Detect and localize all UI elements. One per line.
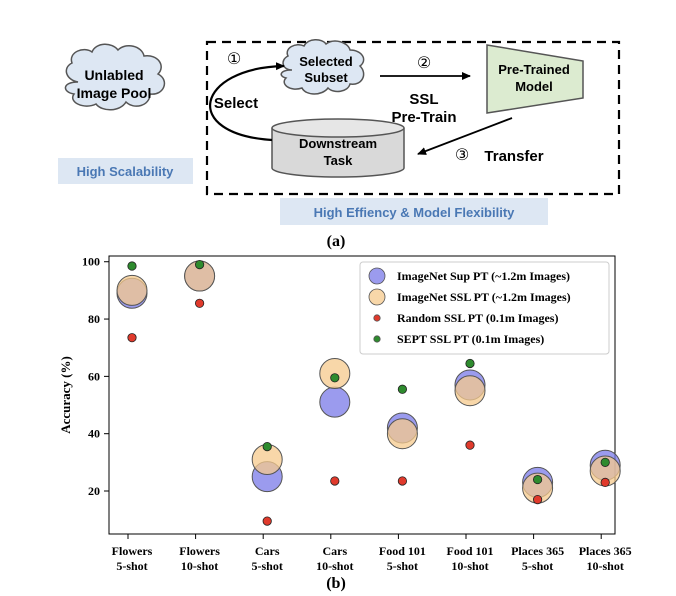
y-axis-label: Accuracy (%) xyxy=(58,356,73,434)
x-axis: Flowers5-shotFlowers10-shotCars5-shotCar… xyxy=(112,534,632,573)
scalability-tag-label: High Scalability xyxy=(77,164,175,179)
subset-label-line1: Selected xyxy=(299,54,353,69)
y-tick-label: 40 xyxy=(88,427,100,441)
series-1-point xyxy=(454,375,486,407)
series-3-point xyxy=(532,474,543,485)
x-tick-label: 10-shot xyxy=(587,559,624,573)
series-2-point xyxy=(330,476,340,486)
y-tick-label: 20 xyxy=(88,484,100,498)
x-tick-label: Flowers xyxy=(112,544,153,558)
y-axis: 20 40 60 80 100 xyxy=(82,255,109,498)
x-tick-label: 5-shot xyxy=(522,559,553,573)
series-2-point xyxy=(397,476,407,486)
legend-box xyxy=(359,261,610,355)
model-label-line2: Model xyxy=(515,79,553,94)
x-tick-label: Cars xyxy=(255,544,280,558)
caption-a: (a) xyxy=(327,233,346,250)
legend-marker xyxy=(368,288,386,306)
step3-marker: ③ xyxy=(455,145,469,164)
legend-label: Random SSL PT (0.1m Images) xyxy=(397,311,558,325)
x-tick-label: 10-shot xyxy=(451,559,488,573)
image-pool-cloud-icon xyxy=(64,43,166,111)
y-tick-label: 60 xyxy=(88,369,100,383)
step2-marker: ② xyxy=(417,53,431,72)
efficiency-tag-label: High Effiency & Model Flexibility xyxy=(314,205,516,220)
series-3-point xyxy=(127,261,137,271)
downstream-task-cylinder-icon xyxy=(271,118,405,178)
series-3-point xyxy=(330,373,340,383)
series-2-point xyxy=(465,440,475,450)
pipeline-diagram: Unlabled Image Pool High Scalability Sel… xyxy=(58,39,621,250)
efficiency-tag xyxy=(280,198,548,225)
x-tick-label: 10-shot xyxy=(181,559,218,573)
scalability-tag xyxy=(58,158,193,184)
series-3-point xyxy=(262,441,272,452)
x-tick-label: Places 365 xyxy=(579,544,632,558)
series-2-point xyxy=(600,477,610,488)
legend-label: SEPT SSL PT (0.1m Images) xyxy=(397,332,544,346)
series-2-point xyxy=(195,298,205,308)
pretrained-model-shape xyxy=(486,44,584,114)
task-label-line2: Task xyxy=(324,153,353,168)
series-2-point xyxy=(262,516,272,526)
transfer-label: Transfer xyxy=(484,148,543,165)
task-label-line1: Downstream xyxy=(299,136,377,151)
x-tick-label: Flowers xyxy=(179,544,220,558)
select-arrow xyxy=(209,62,285,142)
select-label: Select xyxy=(214,95,258,112)
series-3-point xyxy=(465,358,475,369)
model-label-line1: Pre-Trained xyxy=(498,62,570,77)
ssl-label-line1: SSL xyxy=(409,91,438,108)
legend-marker xyxy=(368,267,386,285)
x-tick-label: 5-shot xyxy=(387,559,418,573)
series-2-point xyxy=(127,333,137,343)
x-tick-label: Food 101 xyxy=(379,544,426,558)
subset-label-line2: Subset xyxy=(304,70,348,85)
x-tick-label: Food 101 xyxy=(446,544,493,558)
x-tick-label: 10-shot xyxy=(316,559,353,573)
x-tick-label: 5-shot xyxy=(252,559,283,573)
transfer-arrow xyxy=(417,117,513,155)
series-1-point xyxy=(116,274,148,306)
x-tick-label: 5-shot xyxy=(116,559,147,573)
pool-label-line1: Unlabled xyxy=(84,67,143,83)
legend: ImageNet Sup PT (~1.2m Images) ImageNet S… xyxy=(359,261,610,355)
series-3-point xyxy=(397,384,407,394)
legend-label: ImageNet SSL PT (~1.2m Images) xyxy=(397,290,571,304)
series-0-point xyxy=(319,386,351,418)
series-1-point xyxy=(386,418,418,450)
legend-marker xyxy=(373,314,381,322)
pool-label-line2: Image Pool xyxy=(77,85,152,101)
y-tick-label: 80 xyxy=(88,312,100,326)
legend-marker xyxy=(373,335,381,343)
series-3-point xyxy=(600,457,610,467)
legend-label: ImageNet Sup PT (~1.2m Images) xyxy=(397,269,570,283)
x-tick-label: Cars xyxy=(322,544,347,558)
data-points xyxy=(116,259,621,526)
y-tick-label: 100 xyxy=(82,255,100,269)
caption-b: (b) xyxy=(326,575,346,592)
series-2-point xyxy=(532,495,543,505)
step1-marker: ① xyxy=(227,49,241,68)
series-3-point xyxy=(195,259,205,270)
selected-subset-cloud-icon xyxy=(280,39,365,95)
dashed-frame xyxy=(205,40,621,196)
ssl-label-line2: Pre-Train xyxy=(391,109,456,126)
x-tick-label: Places 365 xyxy=(511,544,564,558)
